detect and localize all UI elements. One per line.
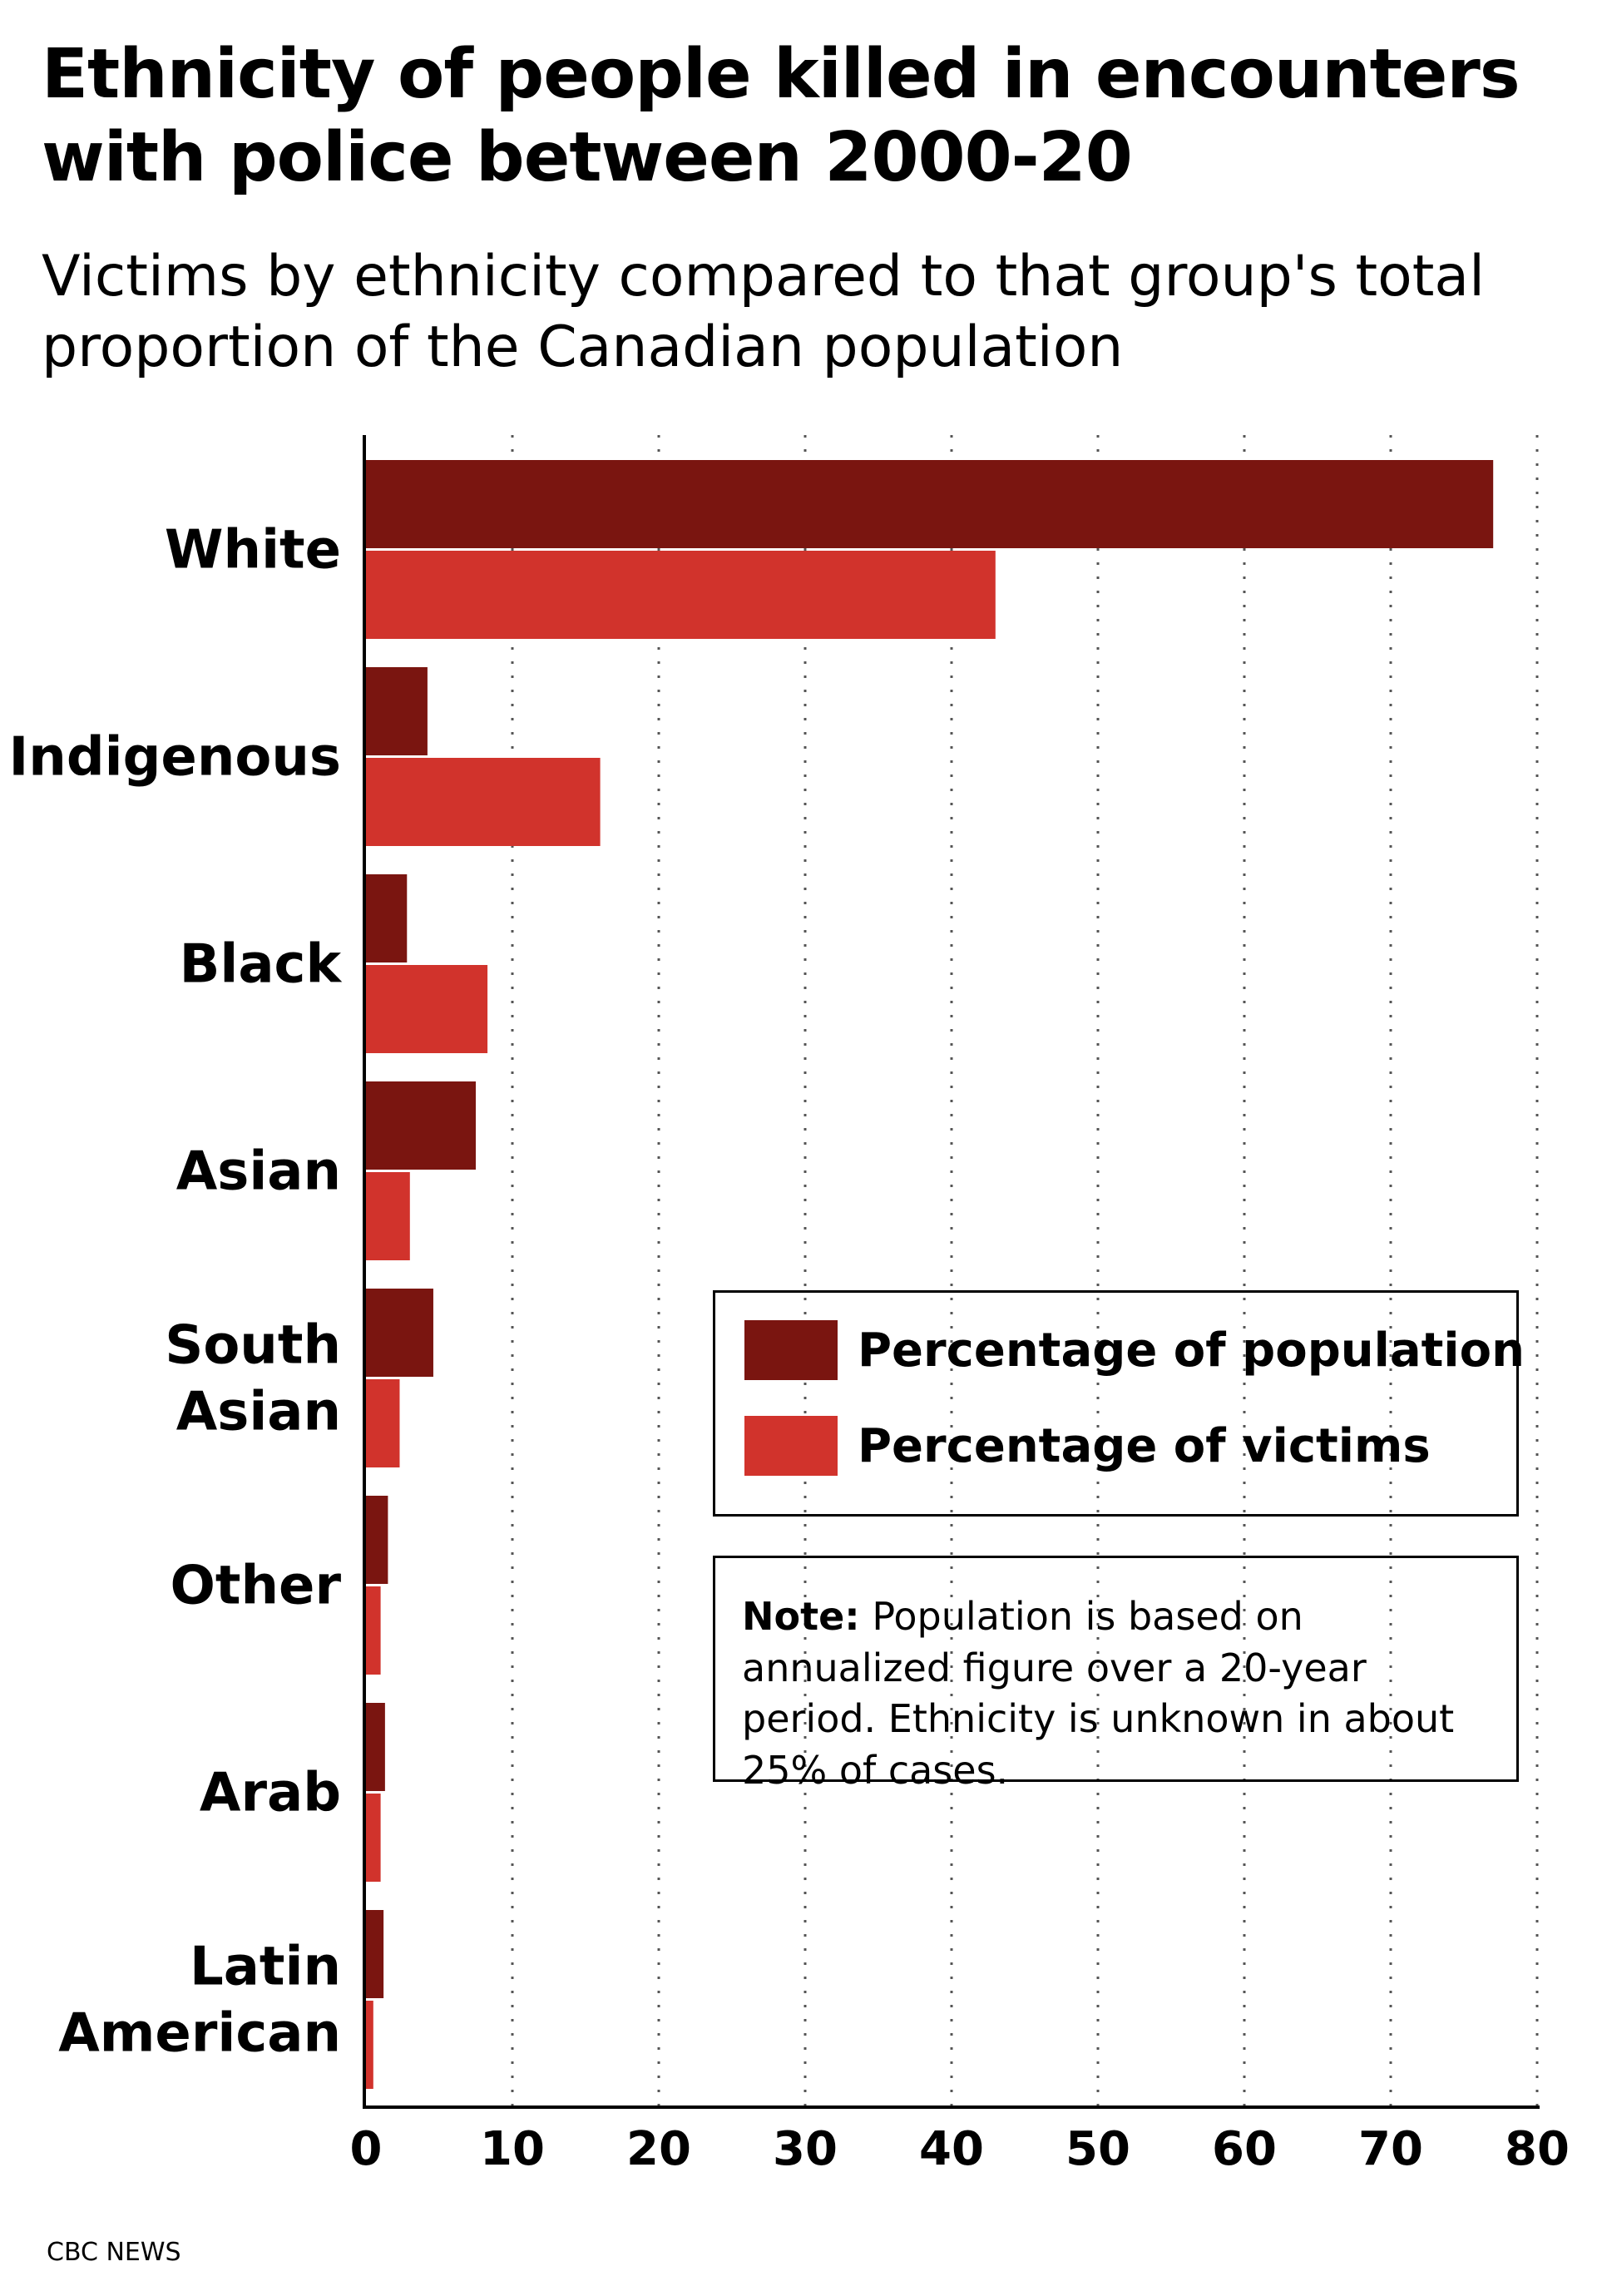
note-box: Note: Population is based on annualized … xyxy=(713,1556,1519,1793)
bar-black-victims xyxy=(366,965,488,1053)
note-text: Population is based on annualized figure… xyxy=(742,1594,1455,1793)
legend-item-victims: Percentage of victims xyxy=(744,1416,1431,1476)
bar-black-population xyxy=(366,874,408,962)
bar-indigenous-population xyxy=(366,667,428,755)
x-tick-label-80: 80 xyxy=(1505,2122,1570,2176)
legend-item-population: Percentage of population xyxy=(744,1320,1525,1380)
source-credit: CBC NEWS xyxy=(47,2238,181,2267)
x-tick-label-50: 50 xyxy=(1065,2122,1130,2176)
bars xyxy=(366,460,1494,2089)
category-label-arab: Arab xyxy=(200,1763,341,1824)
legend-label-victims: Percentage of victims xyxy=(858,1418,1431,1473)
legend: Percentage of population Percentage of v… xyxy=(713,1290,1525,1517)
category-label-south-asian: South Asian xyxy=(165,1315,341,1443)
category-label-white: White xyxy=(165,520,341,581)
bar-asian-population xyxy=(366,1081,476,1170)
category-label-latin-american: Latin American xyxy=(58,1937,341,2065)
category-label-black: Black xyxy=(180,934,343,996)
x-tick-label-70: 70 xyxy=(1358,2122,1423,2176)
chart-title: Ethnicity of people killed in encounters… xyxy=(42,35,1520,198)
bar-arab-population xyxy=(366,1703,385,1791)
legend-label-population: Percentage of population xyxy=(858,1323,1525,1378)
category-label-asian: Asian xyxy=(176,1141,341,1203)
category-label-indigenous: Indigenous xyxy=(8,727,341,789)
bar-south-asian-victims xyxy=(366,1379,400,1467)
bar-arab-victims xyxy=(366,1794,381,1882)
x-tick-label-40: 40 xyxy=(919,2122,984,2176)
category-labels: White Indigenous Black Asian South Asian Other… xyxy=(8,520,342,2065)
grid-lines xyxy=(511,435,1539,2107)
x-tick-label-60: 60 xyxy=(1212,2122,1277,2176)
x-tick-label-0: 0 xyxy=(350,2122,383,2176)
bar-indigenous-victims xyxy=(366,758,601,846)
bar-white-victims xyxy=(366,551,996,639)
x-tick-label-20: 20 xyxy=(626,2122,691,2176)
bar-latin-american-population xyxy=(366,1910,384,1998)
bar-asian-victims xyxy=(366,1172,410,1260)
bar-other-victims xyxy=(366,1586,381,1675)
chart-subtitle: Victims by ethnicity compared to that gr… xyxy=(42,244,1485,380)
note-label: Note: xyxy=(742,1594,860,1639)
bar-other-population xyxy=(366,1496,388,1584)
x-tick-label-10: 10 xyxy=(480,2122,545,2176)
bar-latin-american-victims xyxy=(366,2001,373,2089)
category-label-other: Other xyxy=(170,1556,341,1617)
x-tick-label-30: 30 xyxy=(773,2122,838,2176)
legend-swatch-population xyxy=(744,1320,838,1380)
bar-south-asian-population xyxy=(366,1289,433,1377)
x-tick-labels: 0 10 20 30 40 50 60 70 80 xyxy=(350,2122,1570,2176)
bar-white-population xyxy=(366,460,1494,548)
legend-swatch-victims xyxy=(744,1416,838,1476)
